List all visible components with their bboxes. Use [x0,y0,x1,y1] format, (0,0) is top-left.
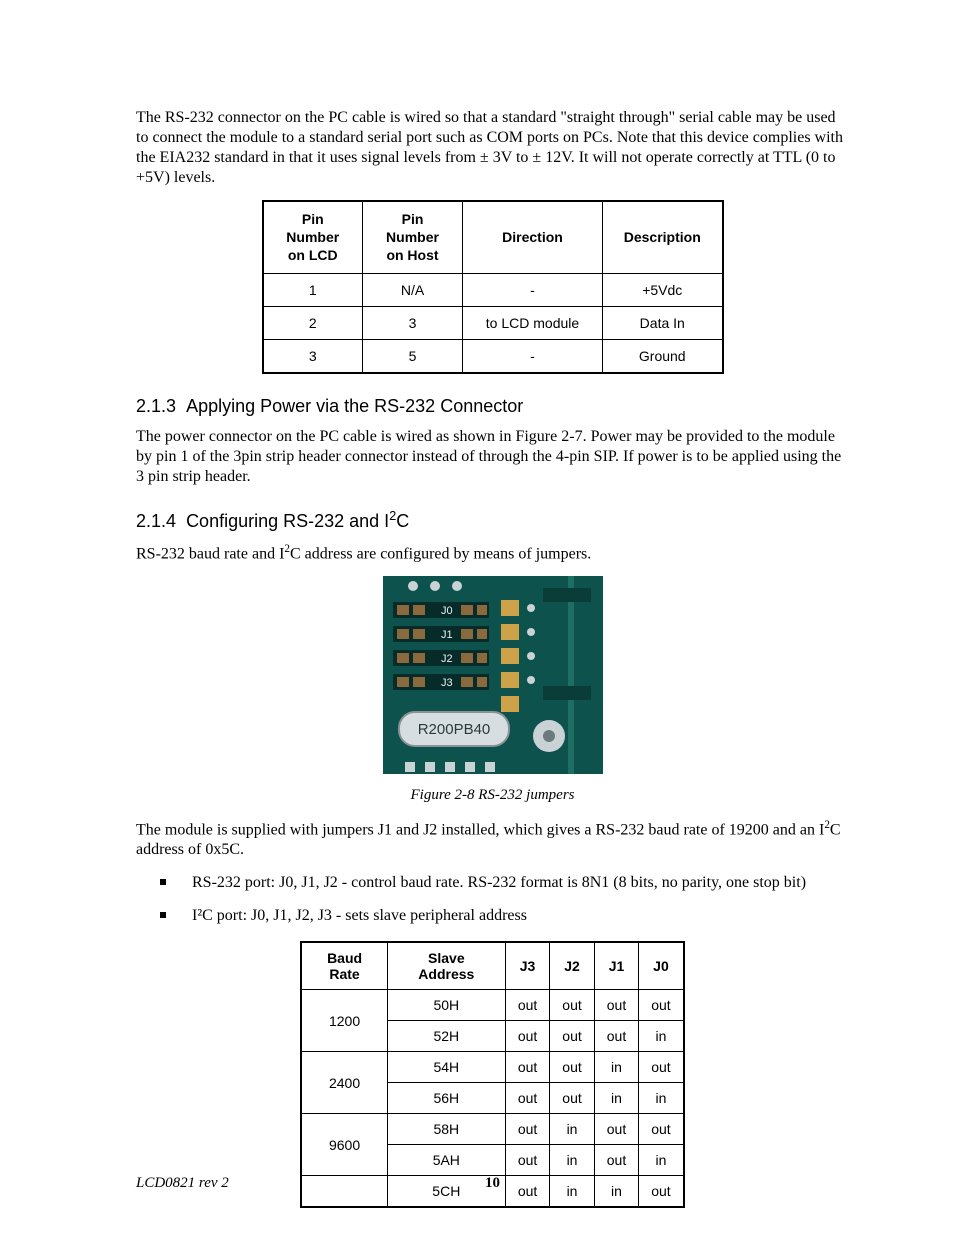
cell: 2 [263,306,363,339]
pin-table: Pin Numberon LCD Pin Numberon Host Direc… [262,200,724,374]
document-page: The RS-232 connector on the PC cable is … [0,0,954,1248]
cell: in [639,1083,684,1114]
cell: out [594,990,638,1021]
pin-table-body: 1 N/A - +5Vdc 2 3 to LCD module Data In … [263,273,723,373]
section-heading-214: 2.1.4 Configuring RS-232 and I2C [136,509,849,532]
column-header: J0 [639,942,684,990]
table-row: 960058Houtinoutout [301,1114,683,1145]
column-header: Baud Rate [301,942,387,990]
column-header: Pin Numberon Host [363,201,463,273]
cell: out [639,990,684,1021]
cell: 58H [387,1114,505,1145]
section-213-body: The power connector on the PC cable is w… [136,427,849,487]
cell: 3 [363,306,463,339]
cell: - [463,273,603,306]
column-header: Direction [463,201,603,273]
column-header: J2 [550,942,594,990]
jumper-table: Baud Rate Slave Address J3 J2 J1 J0 1200… [300,941,684,1208]
table-row: Pin Numberon LCD Pin Numberon Host Direc… [263,201,723,273]
section-heading-213: 2.1.3 Applying Power via the RS-232 Conn… [136,396,849,417]
column-header: J3 [505,942,549,990]
bullet-list: RS-232 port: J0, J1, J2 - control baud r… [136,872,849,927]
cell: out [550,1021,594,1052]
cell: 50H [387,990,505,1021]
cell: out [505,1114,549,1145]
cell: 3 [263,339,363,373]
svg-text:J1: J1 [441,629,453,641]
cell: out [505,1021,549,1052]
cell: 56H [387,1083,505,1114]
pcb-figure: J0 J1 J2 J3 R200PB40 [383,576,603,774]
column-header: Slave Address [387,942,505,990]
cell: in [639,1021,684,1052]
table-row: 120050Houtoutoutout [301,990,683,1021]
cell: 54H [387,1052,505,1083]
cell: in [594,1083,638,1114]
svg-text:J0: J0 [441,605,453,617]
after-figure-para: The module is supplied with jumpers J1 a… [136,818,849,860]
cell: out [505,990,549,1021]
page-number: 10 [136,1175,849,1192]
cell: out [550,1083,594,1114]
column-header: J1 [594,942,638,990]
section-number: 2.1.4 [136,511,176,531]
cell: in [550,1145,594,1176]
table-row: 2 3 to LCD module Data In [263,306,723,339]
cell: out [594,1145,638,1176]
page-footer: 10 LCD0821 rev 2 [136,1175,849,1192]
cell: +5Vdc [603,273,723,306]
column-header: Description [603,201,723,273]
cell: 5AH [387,1145,505,1176]
cell: in [639,1145,684,1176]
cell: 1 [263,273,363,306]
column-header: Pin Numberon LCD [263,201,363,273]
cell: 5 [363,339,463,373]
figure-wrap: J0 J1 J2 J3 R200PB40 [136,576,849,779]
cell: out [639,1052,684,1083]
cell: in [594,1052,638,1083]
table-row: Baud Rate Slave Address J3 J2 J1 J0 [301,942,683,990]
cell: out [505,1083,549,1114]
cell: out [505,1145,549,1176]
cell: out [550,990,594,1021]
section-title-prefix: Configuring RS-232 and I [186,511,389,531]
cell: out [550,1052,594,1083]
table-row: 3 5 - Ground [263,339,723,373]
cell: - [463,339,603,373]
table-row: 1 N/A - +5Vdc [263,273,723,306]
cell: out [594,1021,638,1052]
cell: to LCD module [463,306,603,339]
table-row: 240054Houtoutinout [301,1052,683,1083]
cell: in [550,1114,594,1145]
cell: Ground [603,339,723,373]
cell: out [594,1114,638,1145]
cell: 52H [387,1021,505,1052]
cell: N/A [363,273,463,306]
list-item: RS-232 port: J0, J1, J2 - control baud r… [136,872,849,894]
cell-baud: 2400 [301,1052,387,1114]
intro-paragraph: The RS-232 connector on the PC cable is … [136,108,849,188]
cell: Data In [603,306,723,339]
cell-baud: 1200 [301,990,387,1052]
section-214-body: RS-232 baud rate and I2C address are con… [136,542,849,564]
section-title: Applying Power via the RS-232 Connector [186,396,523,416]
svg-text:J2: J2 [441,653,453,665]
svg-text:J3: J3 [441,677,453,689]
cell: out [639,1114,684,1145]
cell-baud: 9600 [301,1114,387,1176]
list-item: I²C port: J0, J1, J2, J3 - sets slave pe… [136,905,849,927]
cell: out [505,1052,549,1083]
section-number: 2.1.3 [136,396,176,416]
section-title-suffix: C [396,511,409,531]
svg-text:R200PB40: R200PB40 [417,721,490,738]
figure-caption: Figure 2-8 RS-232 jumpers [136,787,849,804]
